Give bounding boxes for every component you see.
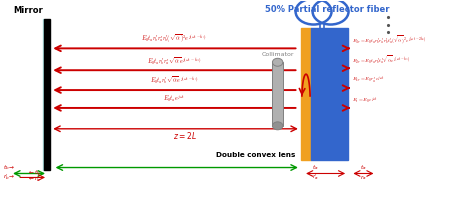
Text: $\leftarrow r_b'$: $\leftarrow r_b'$ (27, 174, 41, 184)
Text: 50% Partial reflector fiber: 50% Partial reflector fiber (264, 5, 389, 14)
Text: $r_b'\!\rightarrow$: $r_b'\!\rightarrow$ (3, 173, 15, 182)
Text: $\leftarrow t_b$: $\leftarrow t_b$ (27, 168, 41, 177)
Bar (273, 62, 283, 126)
Text: Double convex lens: Double convex lens (216, 152, 296, 158)
Text: $r_a'$: $r_a'$ (311, 173, 319, 182)
Text: $E_i=E_0e^{j\omega t}$: $E_i=E_0e^{j\omega t}$ (352, 95, 378, 106)
Ellipse shape (273, 58, 283, 66)
Bar (43, 19, 44, 170)
Text: Collimator: Collimator (261, 52, 294, 57)
Bar (44, 19, 50, 170)
Text: $E_{1r}=E_0r_a'e^{j\omega t}$: $E_{1r}=E_0r_a'e^{j\omega t}$ (352, 75, 384, 86)
Text: $E_0t_ar_b'\sqrt{\alpha}e^{j(\omega t-kz)}$: $E_0t_ar_b'\sqrt{\alpha}e^{j(\omega t-kz… (150, 75, 199, 86)
Text: $E_{3r}=E_0t_ar_b'r_a'r_b't_a'(\sqrt{\alpha})^2e^{j(\omega t-2kz)}$: $E_{3r}=E_0t_ar_b'r_a'r_b't_a'(\sqrt{\al… (352, 35, 427, 46)
Text: Mirror: Mirror (13, 6, 43, 15)
Text: $r_a$: $r_a$ (360, 174, 367, 182)
Text: $t_b\!\rightarrow$: $t_b\!\rightarrow$ (3, 164, 15, 172)
Text: $t_a$: $t_a$ (312, 164, 318, 172)
Bar (311, 28, 348, 160)
Text: $t_a$: $t_a$ (360, 164, 367, 172)
Bar (301, 28, 311, 160)
Text: $E_0t_ae^{j\omega t}$: $E_0t_ae^{j\omega t}$ (164, 94, 185, 104)
Ellipse shape (273, 122, 283, 130)
Text: $E_{2r}=E_0t_ar_b't_a'\sqrt{\alpha}e^{j(\omega t-kz)}$: $E_{2r}=E_0t_ar_b't_a'\sqrt{\alpha}e^{j(… (352, 55, 410, 66)
Text: $z=2L$: $z=2L$ (173, 130, 197, 141)
Text: $E_0t_ar_b'r_a'r_b'(\sqrt{\alpha})^2e^{j(\omega t-kz)}$: $E_0t_ar_b'r_a'r_b'(\sqrt{\alpha})^2e^{j… (141, 32, 208, 45)
Text: $E_0t_ar_b'r_a'\sqrt{\alpha}e^{j(\omega t-kz)}$: $E_0t_ar_b'r_a'\sqrt{\alpha}e^{j(\omega … (147, 55, 201, 67)
